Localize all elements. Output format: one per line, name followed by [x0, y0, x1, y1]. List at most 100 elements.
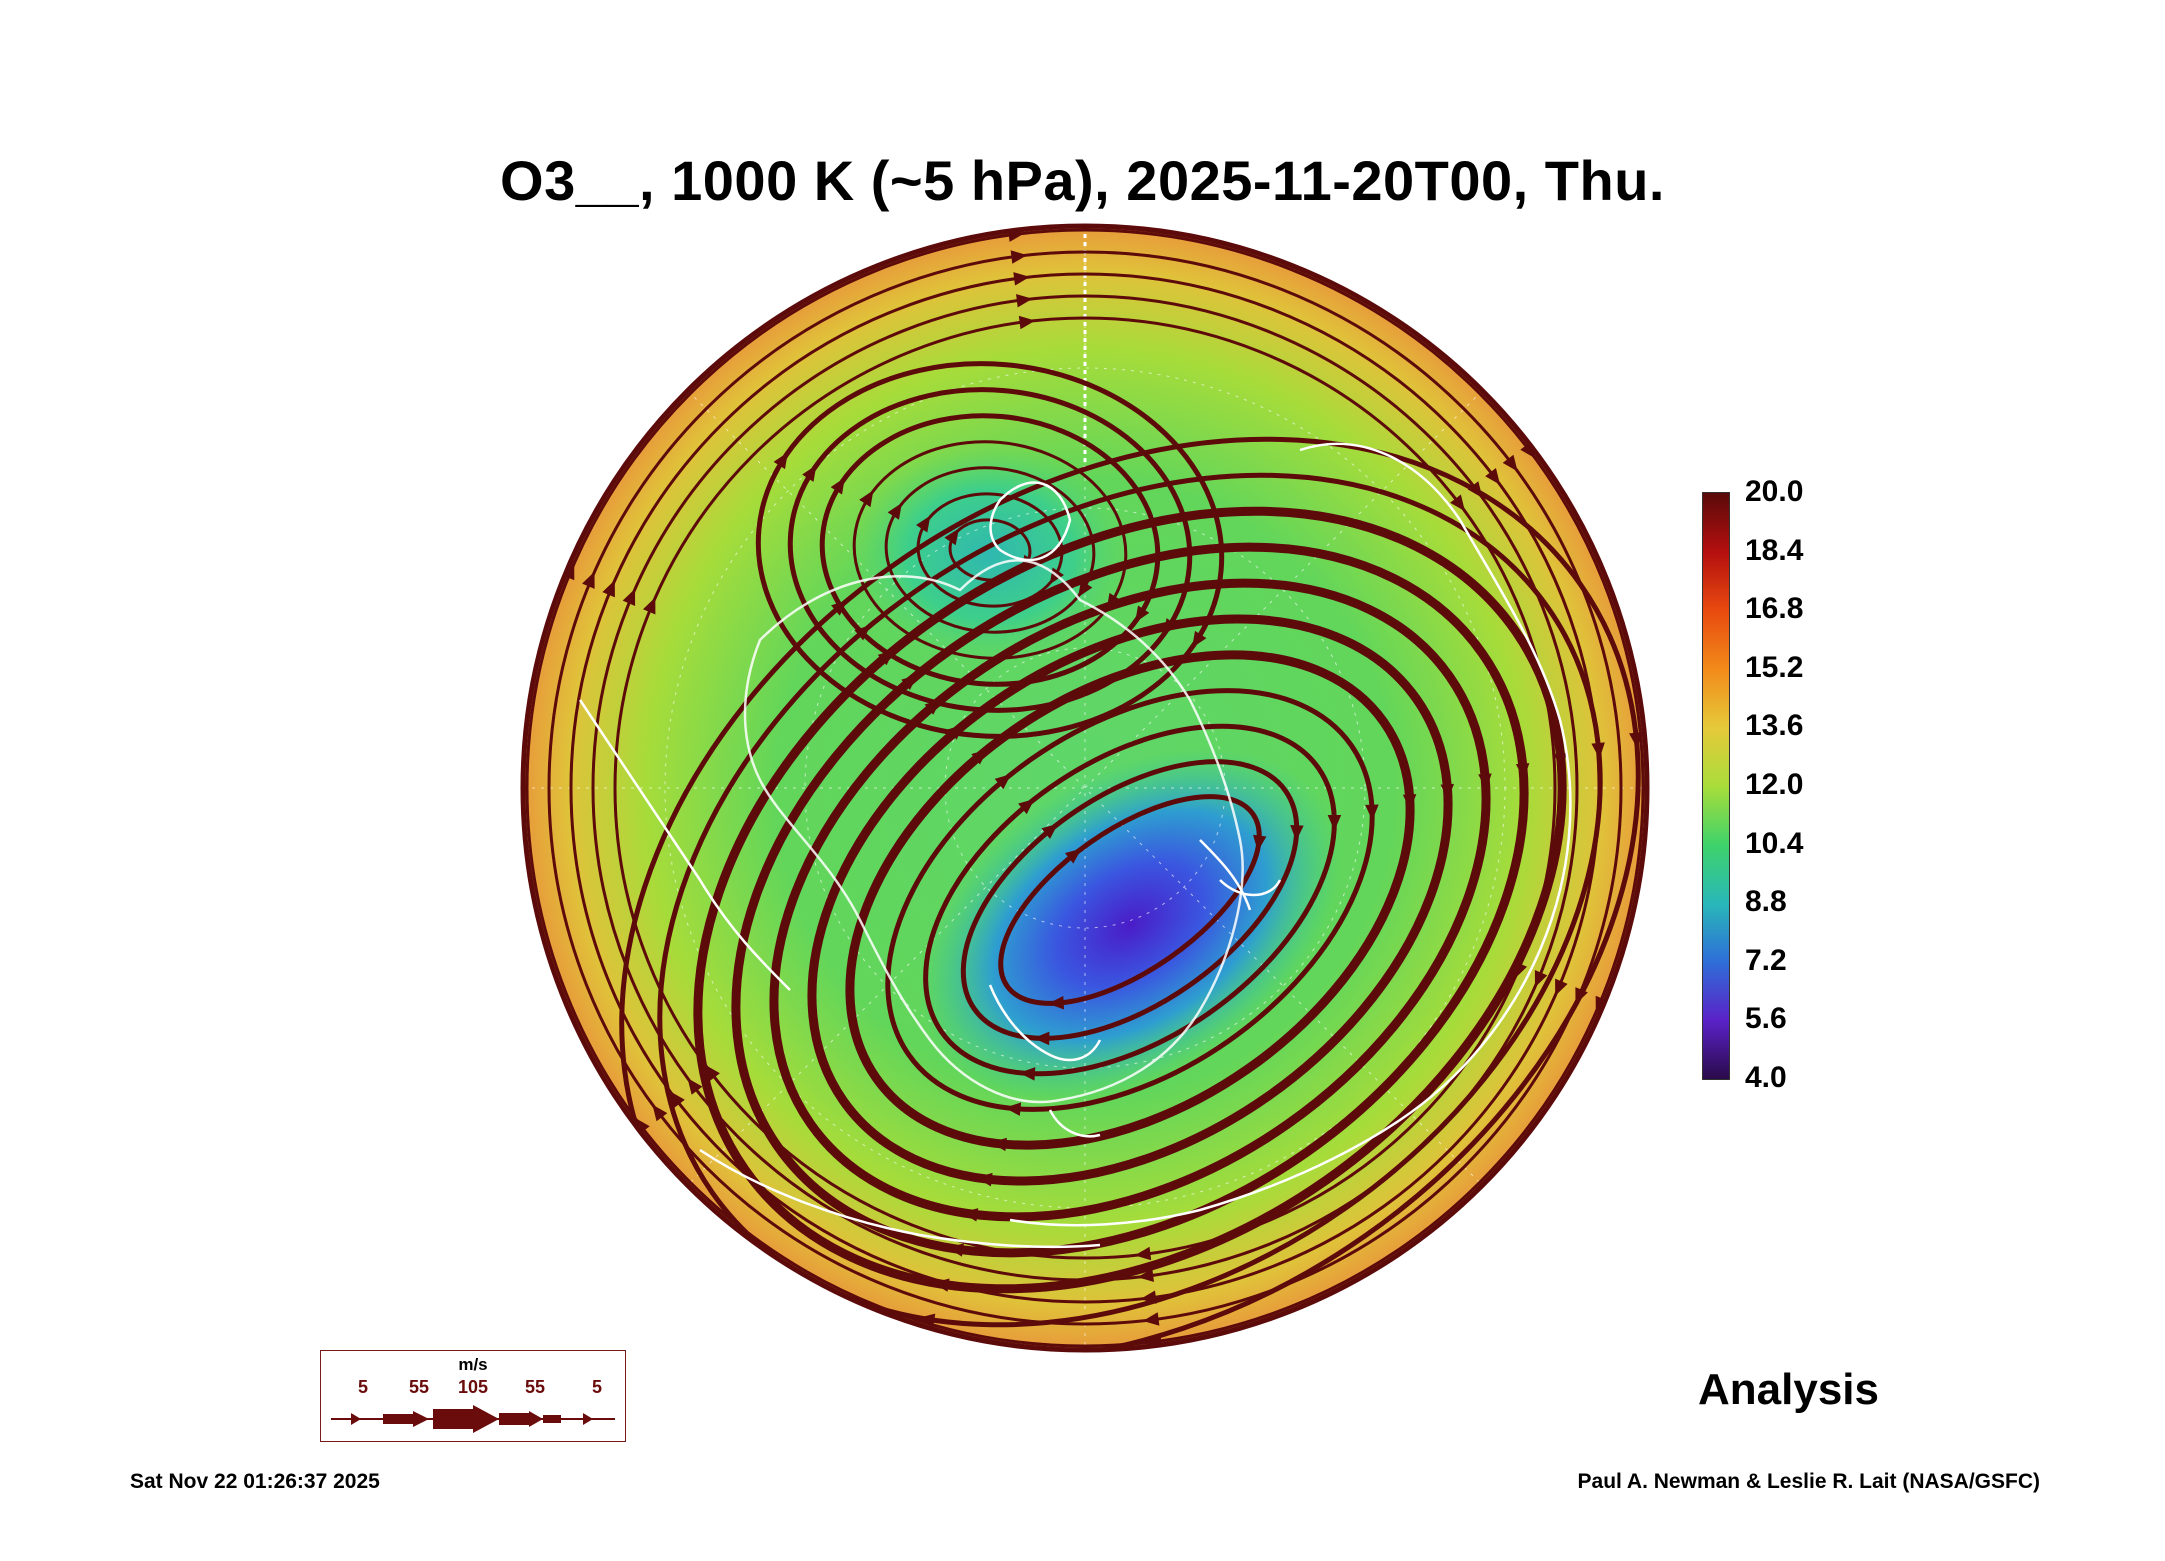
streamline-arrow — [947, 1243, 964, 1257]
streamline-arrow — [1450, 494, 1465, 512]
wind-legend-unit: m/s — [458, 1355, 488, 1374]
streamline-arrow — [802, 464, 817, 482]
streamline-arrow — [1534, 970, 1548, 988]
streamline — [916, 492, 1064, 608]
coastlines — [578, 442, 1572, 1249]
streamline-arrow — [994, 774, 1012, 790]
streamline-arrow — [1142, 1312, 1160, 1326]
colorbar-tick-label: 7.2 — [1745, 943, 1787, 977]
colorbar-tick-label: 18.4 — [1745, 533, 1804, 567]
streamline-arrow — [602, 580, 615, 598]
wind-legend-value: 5 — [591, 1377, 603, 1397]
streamline-arrow — [1019, 1067, 1036, 1081]
globe-rim — [520, 223, 1650, 1353]
wind-legend-value: 105 — [457, 1377, 489, 1397]
streamline-arrow — [1137, 1268, 1154, 1282]
streamline — [807, 614, 1453, 1186]
colorbar-tick-label: 15.2 — [1745, 650, 1804, 684]
streamline-arrow — [1106, 592, 1121, 610]
streamline-arrow — [1033, 1031, 1050, 1046]
streamline-arrow — [859, 490, 874, 508]
streamline-arrow — [652, 1104, 668, 1122]
streamline-arrow — [773, 452, 788, 470]
colorbar-tick-label: 12.0 — [1745, 768, 1804, 801]
streamline-arrow — [1018, 798, 1035, 815]
wind-legend-arrow — [331, 1405, 615, 1433]
wind-legend-value: 5 — [357, 1377, 369, 1397]
streamline — [787, 387, 1193, 713]
streamline-arrow — [1047, 996, 1065, 1010]
streamline-arrow — [961, 1208, 979, 1222]
colorbar-tick-label: 16.8 — [1745, 592, 1804, 626]
streamline-arrow — [1041, 823, 1059, 839]
streamline-arrow — [1478, 773, 1492, 790]
streamline-arrow — [916, 515, 931, 533]
colorbar-tick-label: 5.6 — [1745, 1002, 1787, 1036]
colorbar-tick-label: 10.4 — [1745, 826, 1804, 860]
wind-legend-value: 55 — [408, 1377, 430, 1397]
streamline-arrow — [687, 1078, 703, 1095]
streamline-arrow — [901, 674, 918, 691]
chart-title: O3__, 1000 K (~5 hPa), 2025-11-20T00, Th… — [500, 149, 1665, 212]
streamline-arrow — [1253, 834, 1267, 852]
streamline — [755, 361, 1225, 739]
wind-speed-legend: m/s 5 55 105 55 5 — [320, 1350, 626, 1442]
streamline-arrow — [1135, 605, 1150, 623]
streamline — [569, 272, 1601, 1304]
streamline-arrow — [944, 528, 959, 546]
streamline — [845, 650, 1415, 1150]
streamline-arrow — [705, 1064, 720, 1082]
analysis-label: Analysis — [1698, 1365, 1879, 1414]
streamline-arrow — [1078, 580, 1093, 598]
streamline-arrow — [1575, 987, 1588, 1005]
streamline-arrow — [1553, 752, 1568, 770]
streamline — [693, 506, 1567, 1294]
streamline-arrow — [1327, 814, 1342, 831]
streamline-arrow — [971, 749, 988, 765]
streamline-arrow — [1515, 763, 1530, 780]
streamline-arrow — [1163, 618, 1178, 636]
streamline-arrow — [582, 571, 595, 589]
timestamp-footer: Sat Nov 22 01:26:37 2025 — [130, 1470, 380, 1493]
streamline-arrow — [887, 502, 902, 520]
streamline-arrow — [1365, 804, 1379, 821]
colorbar-tick-label: 20.0 — [1745, 475, 1804, 508]
streamline-arrow — [1192, 630, 1207, 648]
streamline — [591, 294, 1579, 1282]
streamline-arrow — [642, 597, 656, 615]
streamline — [923, 723, 1337, 1077]
streamline — [731, 542, 1529, 1258]
colorbar — [1702, 492, 1730, 1080]
streamline — [948, 518, 1032, 582]
streamline-arrow — [622, 588, 636, 606]
streamline-arrow — [1134, 1246, 1152, 1261]
streamline-arrow — [669, 1091, 685, 1108]
colorbar-tick-label: 4.0 — [1745, 1061, 1787, 1094]
streamline-arrow — [1064, 848, 1082, 864]
streamline — [819, 413, 1161, 687]
streamline-arrow — [830, 477, 845, 495]
credit-footer: Paul A. Newman & Leslie R. Lait (NASA/GS… — [1577, 1470, 2040, 1493]
streamline-arrow — [904, 1348, 921, 1350]
streamline-arrow — [1467, 481, 1483, 498]
streamline — [769, 578, 1491, 1222]
streamline-arrow — [1018, 315, 1036, 330]
streamline — [885, 688, 1375, 1112]
streamline-arrow — [1004, 1102, 1022, 1116]
streamline-arrow — [1140, 1290, 1157, 1304]
streamline-arrow — [1402, 794, 1417, 811]
streamline-arrow — [990, 1137, 1007, 1152]
streamline-arrow — [1013, 272, 1030, 286]
streamline — [613, 316, 1557, 1260]
ozone-low-region — [919, 748, 1341, 1102]
streamline-arrow — [1502, 454, 1518, 472]
streamline — [852, 440, 1128, 660]
streamline — [960, 759, 1300, 1041]
streamline-arrow — [1485, 468, 1501, 485]
colorbar-tick-label: 13.6 — [1745, 709, 1804, 743]
streamline-arrow — [976, 1172, 993, 1187]
streamline-arrow — [1290, 824, 1304, 842]
streamline-arrow — [1440, 783, 1455, 800]
streamline-arrow — [1514, 961, 1528, 979]
